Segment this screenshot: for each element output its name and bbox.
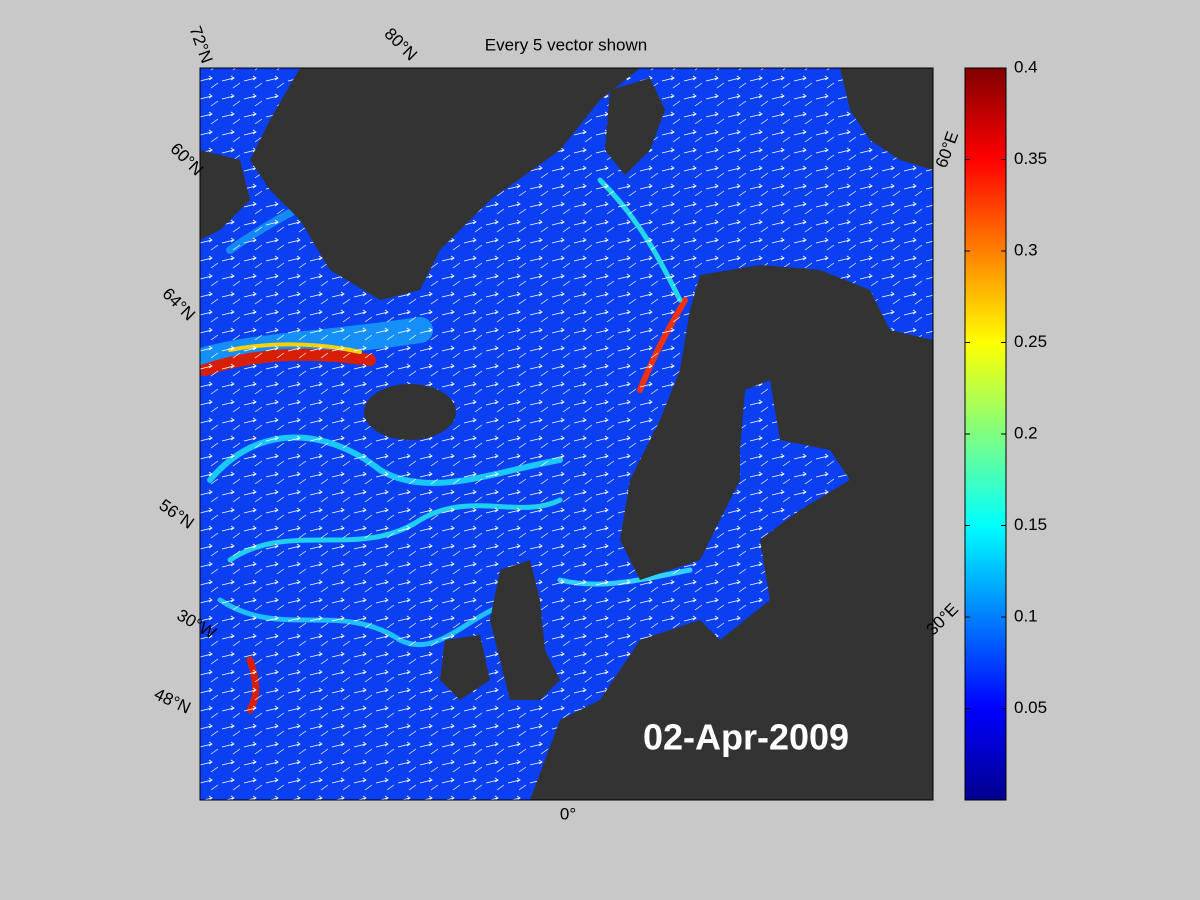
- colorbar-tick-label: 0.05: [1014, 698, 1047, 717]
- colorbar-tick-label: 0.2: [1014, 423, 1038, 442]
- colorbar-tick-label: 0.25: [1014, 332, 1047, 351]
- date-label: 02-Apr-2009: [643, 717, 849, 758]
- colorbar-tick-label: 0.4: [1014, 57, 1038, 76]
- colorbar-tick-label: 0.3: [1014, 240, 1038, 259]
- graticule-label: 0°: [560, 804, 576, 823]
- title: Every 5 vector shown: [485, 35, 648, 54]
- map-frame: [199, 67, 934, 801]
- colorbar-tick-label: 0.1: [1014, 606, 1038, 625]
- land: [200, 68, 933, 800]
- colorbar: [964, 67, 1007, 801]
- colorbar-tick-label: 0.15: [1014, 515, 1047, 534]
- map: 02-Apr-2009: [200, 68, 933, 800]
- colorbar-tick-label: 0.35: [1014, 149, 1047, 168]
